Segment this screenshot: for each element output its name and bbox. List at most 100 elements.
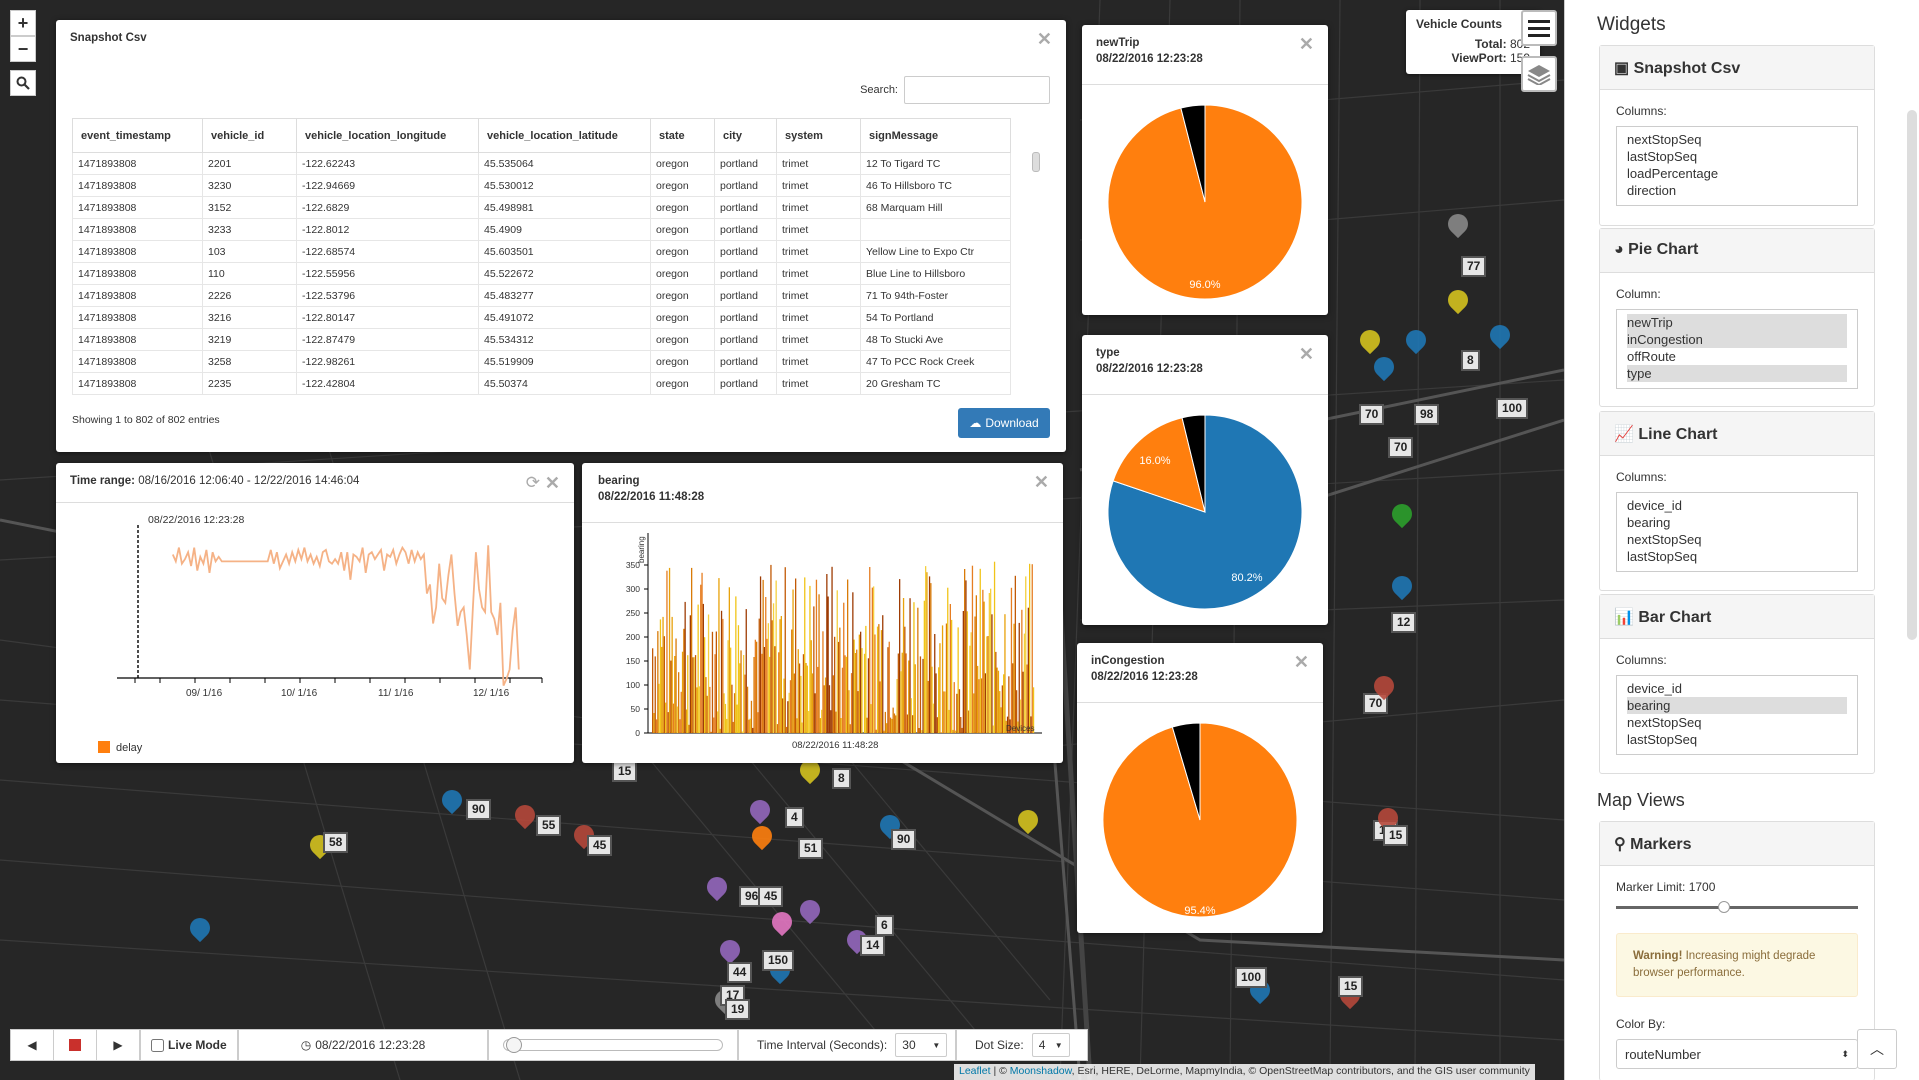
table-scrollbar[interactable]	[1032, 152, 1040, 172]
table-cell: 103	[202, 240, 297, 263]
close-icon[interactable]: ✕	[1298, 344, 1314, 364]
bar	[925, 566, 927, 733]
bar	[875, 729, 877, 733]
list-item[interactable]: nextStopSeq	[1627, 715, 1702, 730]
marker-limit-slider[interactable]	[1616, 901, 1858, 913]
list-item[interactable]: lastStopSeq	[1627, 149, 1698, 164]
dot-size-select[interactable]: 4 ▼	[1031, 1033, 1070, 1057]
list-item[interactable]: inCongestion	[1627, 331, 1847, 348]
table-row[interactable]: 1471893808 103 -122.68574 45.603501 oregon po…	[72, 240, 1011, 263]
bar	[939, 643, 941, 733]
table-cell: 1471893808	[72, 218, 203, 241]
menu-button[interactable]	[1521, 10, 1557, 46]
bar-columns-list[interactable]: device_id bearing nextStopSeq lastStopSe…	[1616, 675, 1858, 755]
search-input[interactable]	[904, 76, 1050, 104]
markers-header[interactable]: ⚲ Markers	[1600, 822, 1874, 866]
list-item[interactable]: direction	[1627, 183, 1677, 198]
route-label: 6	[875, 915, 894, 936]
column-header[interactable]: vehicle_location_latitude	[478, 118, 651, 153]
list-item[interactable]: type	[1627, 365, 1847, 382]
table-row[interactable]: 1471893808 2235 -122.42804 45.50374 oregon po…	[72, 372, 1011, 395]
table-cell: trimet	[776, 284, 861, 307]
column-header[interactable]: signMessage	[860, 118, 1011, 153]
bar	[735, 596, 737, 733]
table-row[interactable]: 1471893808 2226 -122.53796 45.483277 oregon p…	[72, 284, 1011, 307]
column-header[interactable]: vehicle_id	[202, 118, 297, 153]
table-row[interactable]: 1471893808 3152 -122.6829 45.498981 oregon po…	[72, 196, 1011, 219]
column-header[interactable]: event_timestamp	[72, 118, 203, 153]
line-columns-list[interactable]: device_id bearing nextStopSeq lastStopSe…	[1616, 492, 1858, 572]
zoom-out-button[interactable]: −	[10, 36, 36, 62]
live-mode-toggle[interactable]: Live Mode	[140, 1029, 238, 1061]
list-item[interactable]: lastStopSeq	[1627, 732, 1698, 747]
zoom-in-button[interactable]: +	[10, 10, 36, 36]
column-header[interactable]: system	[776, 118, 861, 153]
list-item[interactable]: newTrip	[1627, 314, 1847, 331]
stop-button[interactable]	[53, 1029, 97, 1061]
list-item[interactable]: device_id	[1627, 681, 1682, 696]
list-item[interactable]: device_id	[1627, 498, 1682, 513]
bar	[788, 692, 790, 733]
line-widget-header[interactable]: 📈 Line Chart	[1600, 412, 1874, 456]
download-button[interactable]: ☁ Download	[958, 408, 1050, 438]
table-cell: 47 To PCC Rock Creek	[860, 350, 1011, 373]
table-row[interactable]: 1471893808 110 -122.55956 45.522672 oregon po…	[72, 262, 1011, 285]
close-icon[interactable]: ✕	[1036, 29, 1052, 49]
close-icon[interactable]: ✕	[1033, 472, 1049, 492]
time-slider[interactable]	[488, 1029, 738, 1061]
table-row[interactable]: 1471893808 3219 -122.87479 45.534312 oregon p…	[72, 328, 1011, 351]
scroll-top-button[interactable]: ︿	[1857, 1029, 1897, 1069]
pie-widget-header[interactable]: ◕ Pie Chart	[1600, 229, 1874, 273]
table-row[interactable]: 1471893808 3258 -122.98261 45.519909 oregon p…	[72, 350, 1011, 373]
list-item[interactable]: offRoute	[1627, 349, 1676, 364]
moonshadow-link[interactable]: Moonshadow	[1009, 1065, 1072, 1077]
camera-icon: ▣	[1614, 60, 1630, 77]
close-icon[interactable]: ✕	[1293, 652, 1309, 672]
step-back-button[interactable]: ◀	[10, 1029, 54, 1061]
bar	[940, 732, 942, 733]
color-by-select[interactable]: routeNumber ⬍	[1616, 1039, 1858, 1069]
table-row[interactable]: 1471893808 3233 -122.8012 45.4909 oregon port…	[72, 218, 1011, 241]
list-item[interactable]: loadPercentage	[1627, 166, 1719, 181]
column-header[interactable]: city	[714, 118, 777, 153]
snapshot-columns-list[interactable]: nextStopSeq lastStopSeq loadPercentage d…	[1616, 126, 1858, 206]
list-item[interactable]: bearing	[1627, 515, 1671, 530]
time-interval-control: Time Interval (Seconds): 30 ▼	[738, 1029, 956, 1061]
snapshot-table-container[interactable]: event_timestamp vehicle_id vehicle_locatio…	[72, 118, 1050, 406]
pie-columns-list[interactable]: newTrip inCongestion offRoute type	[1616, 309, 1858, 389]
table-cell: 45.483277	[478, 284, 651, 307]
marker-limit-label: Marker Limit:	[1616, 880, 1686, 894]
table-row[interactable]: 1471893808 3230 -122.94669 45.530012 oregon p…	[72, 174, 1011, 197]
bar	[732, 721, 734, 733]
list-item[interactable]: nextStopSeq	[1627, 532, 1702, 547]
table-cell: portland	[714, 218, 777, 241]
bar	[943, 691, 945, 733]
live-mode-checkbox[interactable]	[151, 1038, 164, 1052]
bar	[991, 614, 993, 733]
list-item[interactable]: lastStopSeq	[1627, 549, 1698, 564]
list-item[interactable]: nextStopSeq	[1627, 132, 1702, 147]
leaflet-link[interactable]: Leaflet	[959, 1065, 991, 1077]
list-item[interactable]: bearing	[1627, 697, 1847, 714]
play-button[interactable]: ▶	[96, 1029, 140, 1061]
refresh-icon[interactable]: ⟳	[525, 473, 540, 492]
snapshot-widget-header[interactable]: ▣ Snapshot Csv	[1600, 46, 1874, 90]
interval-select[interactable]: 30 ▼	[895, 1033, 948, 1057]
table-row[interactable]: 1471893808 3216 -122.80147 45.491072 oregon p…	[72, 306, 1011, 329]
pie-subtitle: 08/22/2016 12:23:28	[1096, 53, 1203, 65]
slider-handle[interactable]	[1717, 901, 1730, 913]
close-icon[interactable]: ✕	[1298, 34, 1314, 54]
close-icon[interactable]: ✕	[544, 473, 560, 493]
column-header[interactable]: vehicle_location_longitude	[296, 118, 479, 153]
layers-button[interactable]	[1521, 56, 1557, 92]
column-header[interactable]: state	[650, 118, 715, 153]
map-search-button[interactable]	[10, 70, 36, 96]
slider-handle[interactable]	[506, 1037, 522, 1053]
bar	[801, 722, 803, 733]
bar-widget-header[interactable]: 📊 Bar Chart	[1600, 595, 1874, 639]
table-cell: 45.535064	[478, 152, 651, 175]
table-row[interactable]: 1471893808 2201 -122.62243 45.535064 oregon p…	[72, 152, 1011, 175]
sidebar-scrollbar[interactable]	[1907, 110, 1917, 640]
bearing-title: bearing	[598, 475, 640, 487]
layers-icon	[1527, 65, 1551, 85]
